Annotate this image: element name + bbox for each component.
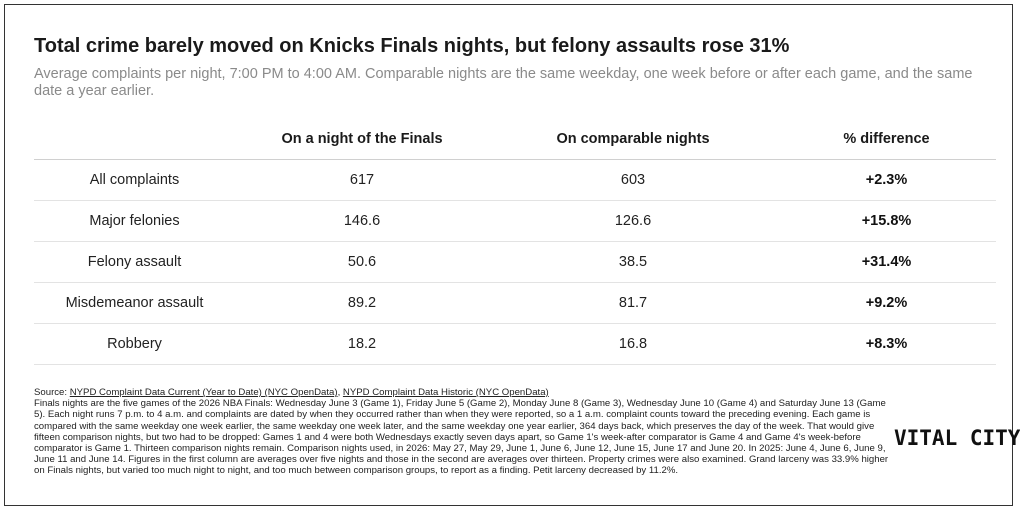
row-label: All complaints	[34, 159, 235, 201]
table-row: Major felonies 146.6 126.6 +15.8%	[34, 200, 996, 242]
comparable-value: 603	[489, 159, 777, 201]
comparable-value: 16.8	[489, 323, 777, 365]
comparable-value: 38.5	[489, 241, 777, 283]
comparable-value: 126.6	[489, 200, 777, 242]
source-line: Source: NYPD Complaint Data Current (Yea…	[34, 387, 892, 398]
data-table-container: On a night of the Finals On comparable n…	[34, 118, 996, 365]
finals-value: 50.6	[235, 241, 489, 283]
column-header-difference: % difference	[777, 118, 996, 160]
difference-value: +8.3%	[777, 323, 996, 365]
column-header-comparable: On comparable nights	[489, 118, 777, 160]
row-label: Felony assault	[34, 241, 235, 283]
chart-subtitle: Average complaints per night, 7:00 PM to…	[34, 66, 973, 99]
chart-title: Total crime barely moved on Knicks Final…	[34, 35, 790, 57]
methodology-note: Finals nights are the five games of the …	[34, 398, 889, 477]
column-header-label	[34, 118, 235, 160]
row-label: Robbery	[34, 323, 235, 365]
source-link-current[interactable]: NYPD Complaint Data Current (Year to Dat…	[69, 387, 338, 398]
table-row: Robbery 18.2 16.8 +8.3%	[34, 323, 996, 365]
table-header-row: On a night of the Finals On comparable n…	[34, 118, 996, 160]
comparable-value: 81.7	[489, 282, 777, 324]
table-row: Misdemeanor assault 89.2 81.7 +9.2%	[34, 282, 996, 324]
finals-value: 18.2	[235, 323, 489, 365]
row-label: Misdemeanor assault	[34, 282, 235, 324]
data-table: On a night of the Finals On comparable n…	[34, 118, 996, 365]
finals-value: 146.6	[235, 200, 489, 242]
row-label: Major felonies	[34, 200, 235, 242]
source-separator: ,	[337, 387, 343, 398]
difference-value: +9.2%	[777, 282, 996, 324]
column-header-finals: On a night of the Finals	[235, 118, 489, 160]
vital-city-logo: VITAL CITY	[894, 426, 1020, 450]
source-link-historic[interactable]: NYPD Complaint Data Historic (NYC OpenDa…	[342, 387, 549, 398]
difference-value: +2.3%	[777, 159, 996, 201]
difference-value: +31.4%	[777, 241, 996, 283]
table-row: All complaints 617 603 +2.3%	[34, 159, 996, 201]
table-body: All complaints 617 603 +2.3% Major felonies 1…	[34, 159, 996, 365]
chart-frame: Total crime barely moved on Knicks Final…	[4, 4, 1020, 506]
difference-value: +15.8%	[777, 200, 996, 242]
table-row: Felony assault 50.6 38.5 +31.4%	[34, 241, 996, 283]
finals-value: 89.2	[235, 282, 489, 324]
source-prefix: Source:	[34, 387, 70, 398]
footer-notes: Source: NYPD Complaint Data Current (Yea…	[34, 387, 892, 477]
finals-value: 617	[235, 159, 489, 201]
